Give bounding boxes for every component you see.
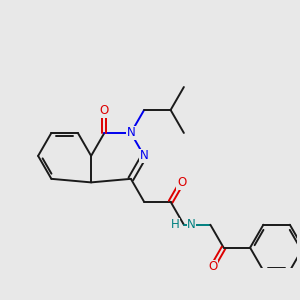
Text: O: O: [208, 260, 217, 273]
Text: N: N: [127, 126, 135, 140]
Text: H: H: [171, 218, 179, 231]
Text: O: O: [177, 176, 186, 189]
Text: N: N: [140, 149, 148, 162]
Text: N: N: [187, 218, 196, 231]
Text: O: O: [100, 104, 109, 117]
